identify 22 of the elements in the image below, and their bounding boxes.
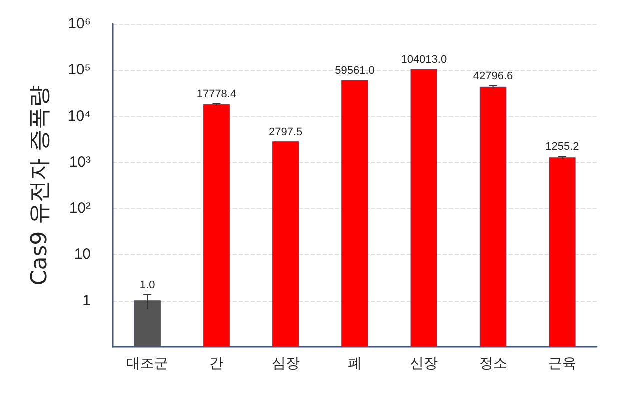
x-tick-label: 간 — [210, 356, 224, 372]
x-tick-label: 근육 — [548, 356, 576, 372]
y-tick-label: 10 — [74, 246, 91, 264]
data-label: 1.0 — [140, 279, 156, 292]
data-label: 2797.5 — [269, 126, 303, 138]
y-tick-label: 10⁶ — [68, 16, 91, 32]
data-label: 59561.0 — [335, 65, 375, 78]
x-tick-label: 심장 — [272, 356, 300, 372]
y-tick-label: 10² — [69, 200, 91, 218]
x-tick-label: 정소 — [479, 356, 508, 372]
y-tick-label: 10⁴ — [68, 108, 91, 125]
y-tick-label: 10⁵ — [68, 62, 91, 79]
y-tick-label: 10³ — [69, 154, 91, 171]
data-label: 42796.6 — [473, 70, 514, 82]
data-label: 1255.2 — [546, 141, 580, 154]
x-tick-label: 대조군 — [126, 356, 169, 372]
x-tick-label: 폐 — [348, 356, 362, 372]
data-label: 104013.0 — [401, 54, 448, 66]
data-label: 17778.4 — [196, 88, 237, 100]
y-tick-label: 1 — [82, 292, 91, 310]
x-tick-label: 신장 — [410, 356, 438, 372]
y-axis-title: Cas9 유전자 증폭량 — [28, 85, 52, 286]
